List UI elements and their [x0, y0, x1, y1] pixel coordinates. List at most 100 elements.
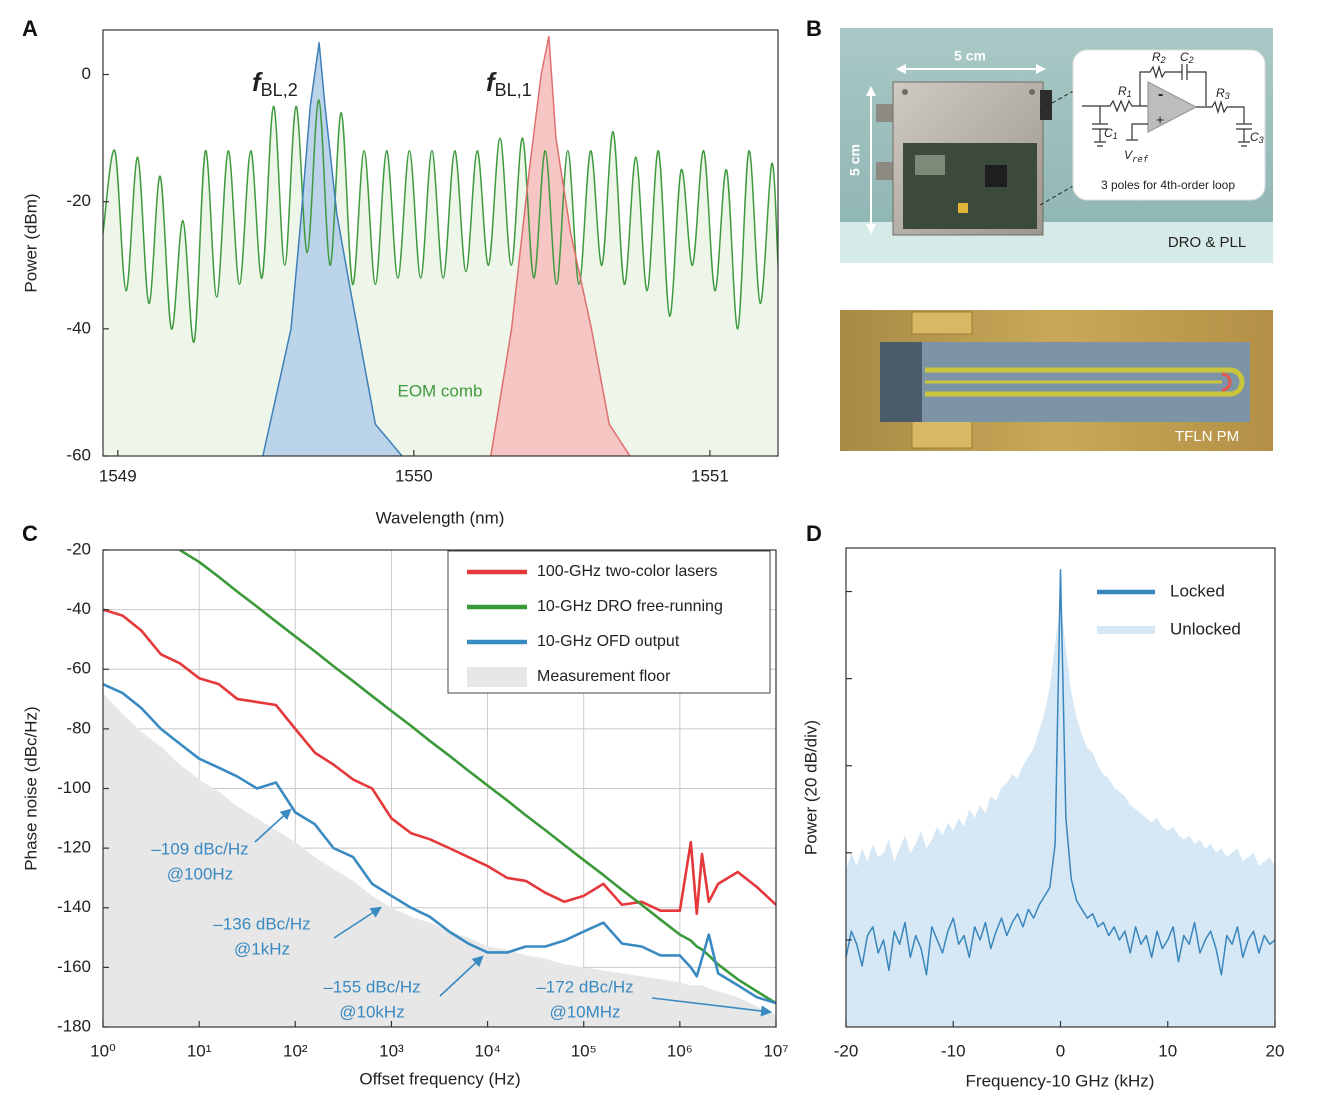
- circuit-label-main: C: [1250, 130, 1259, 144]
- chip-edge: [880, 342, 922, 422]
- circuit-label-sub: 2: [1160, 55, 1166, 65]
- x-tick-label: 10⁰: [90, 1041, 116, 1060]
- dimension-label: 5 cm: [954, 48, 986, 64]
- y-tick-label: -60: [66, 659, 91, 678]
- y-tick-label: -180: [57, 1016, 91, 1035]
- x-tick-label: 0: [1056, 1041, 1065, 1060]
- bond-pad: [911, 419, 973, 449]
- y-tick-label: -100: [57, 778, 91, 797]
- x-tick-label: -20: [834, 1041, 859, 1060]
- plot-area: [103, 35, 778, 456]
- chip: [958, 203, 968, 213]
- panel-letter: A: [22, 16, 38, 41]
- circuit-label-main: R: [1152, 50, 1161, 64]
- annotation: –109 dBc/Hz: [151, 839, 248, 858]
- x-tick-label: 10: [1158, 1041, 1177, 1060]
- plot-area: [846, 569, 1275, 1027]
- y-tick-label: -40: [66, 599, 91, 618]
- x-tick-label: 1550: [395, 466, 433, 485]
- circuit-label: R1: [1118, 84, 1132, 99]
- y-tick-label: -160: [57, 957, 91, 976]
- annotation-arrow: [254, 808, 292, 843]
- y-tick-label: -80: [66, 718, 91, 737]
- legend-swatch: [1097, 626, 1155, 634]
- line: [179, 550, 776, 1005]
- legend-label: Unlocked: [1170, 619, 1241, 638]
- y-tick-label: 0: [82, 64, 91, 83]
- line: [103, 99, 778, 343]
- circuit-label: C3: [1250, 130, 1264, 145]
- circuit-label-sub: ref: [1132, 155, 1149, 165]
- dro-pll-photo: 5 cm 5 cm R1 R2 C2 C1 R3 C3 Vref - + 3 p…: [840, 28, 1273, 263]
- chip: [985, 165, 1007, 187]
- series-label-main: f: [252, 67, 263, 97]
- legend-label: Measurement floor: [537, 668, 671, 685]
- legend-label: Locked: [1170, 581, 1225, 600]
- series-label: fBL,2: [252, 67, 298, 100]
- x-tick-label: 10⁵: [571, 1041, 597, 1060]
- area: [846, 600, 1275, 1027]
- circuit-label: C1: [1104, 126, 1118, 141]
- screw: [902, 89, 908, 95]
- x-tick-label: -10: [941, 1041, 966, 1060]
- y-axis-label: Power (20 dB/div): [801, 720, 820, 855]
- line: [103, 682, 776, 1005]
- waveguide-bend: [1221, 372, 1232, 392]
- circuit-label-sub: 2: [1188, 55, 1194, 65]
- circuit-label-main: C: [1180, 50, 1189, 64]
- plot-area: [103, 550, 776, 1027]
- x-tick-label: 1549: [99, 466, 137, 485]
- connector: [876, 104, 896, 122]
- series-label: fBL,1: [486, 67, 532, 100]
- panel-letter: D: [806, 521, 822, 546]
- series-label-sub: BL,2: [261, 80, 298, 100]
- series-label-sub: BL,1: [495, 80, 532, 100]
- circuit-caption: 3 poles for 4th-order loop: [1101, 178, 1235, 192]
- panel-letter: B: [806, 16, 822, 41]
- series-label-main: f: [486, 67, 497, 97]
- x-tick-label: 10⁶: [667, 1041, 693, 1060]
- annotation: @10MHz: [549, 1002, 620, 1021]
- circuit-label-sub: 1: [1127, 89, 1132, 99]
- circuit-label: R3: [1216, 86, 1230, 101]
- photo-caption: DRO & PLL: [1168, 234, 1246, 251]
- circuit-label-main: V: [1124, 148, 1133, 162]
- area: [103, 693, 776, 1027]
- y-tick-label: -120: [57, 838, 91, 857]
- y-axis-label: Power (dBm): [21, 193, 40, 292]
- x-axis-label: Offset frequency (Hz): [359, 1069, 520, 1088]
- circuit-inset: [1072, 49, 1266, 201]
- opamp-sign: -: [1158, 86, 1163, 103]
- circuit-label-main: C: [1104, 126, 1113, 140]
- line: [846, 569, 1275, 976]
- annotation: @10kHz: [339, 1002, 404, 1021]
- x-tick-label: 10³: [379, 1041, 404, 1060]
- x-tick-label: 1551: [691, 466, 729, 485]
- circuit-label: Vref: [1124, 148, 1149, 164]
- circuit-label-sub: 3: [1225, 91, 1230, 101]
- circuit-label-sub: 1: [1113, 131, 1118, 141]
- annotation: @100Hz: [167, 864, 233, 883]
- x-tick-label: 10⁴: [474, 1041, 500, 1060]
- annotation-arrow: [651, 997, 773, 1017]
- y-tick-label: -140: [57, 897, 91, 916]
- x-tick-label: 10²: [283, 1041, 308, 1060]
- circuit-schematic: [1082, 64, 1252, 147]
- y-axis-label: Phase noise (dBc/Hz): [21, 706, 40, 870]
- waveguide: [925, 367, 1245, 397]
- y-tick-label: -60: [66, 445, 91, 464]
- circuit-label: C2: [1180, 50, 1194, 65]
- annotation-arrow: [333, 906, 382, 939]
- opamp-sign: +: [1156, 112, 1164, 128]
- connector: [876, 162, 896, 180]
- circuit-label-main: R: [1216, 86, 1225, 100]
- x-tick-label: 20: [1266, 1041, 1285, 1060]
- side-knob: [1040, 90, 1052, 120]
- annotation: –136 dBc/Hz: [213, 914, 310, 933]
- annotation-arrow: [439, 955, 484, 997]
- legend-swatch: [467, 667, 527, 687]
- annotation: –172 dBc/Hz: [536, 977, 633, 996]
- legend-label: 100-GHz two-color lasers: [537, 563, 718, 580]
- x-axis-label: Wavelength (nm): [376, 508, 505, 527]
